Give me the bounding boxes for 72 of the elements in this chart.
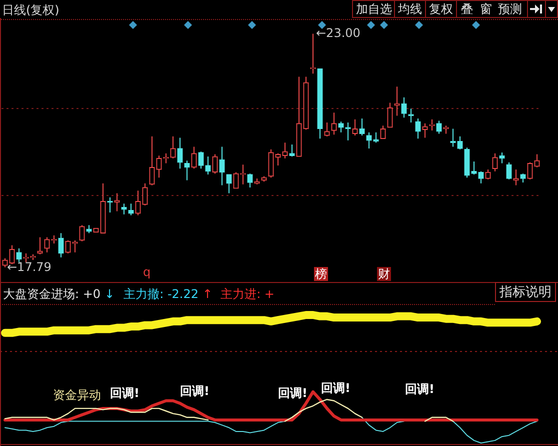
candlestick <box>205 156 211 175</box>
annotation: 回调! <box>405 382 434 396</box>
annotation: 榜 <box>314 267 328 281</box>
candlestick <box>198 151 204 170</box>
candlestick <box>149 136 155 186</box>
annotation: 回调! <box>180 384 210 398</box>
candlestick <box>506 162 512 180</box>
candlestick <box>352 118 358 136</box>
candlestick <box>44 236 50 253</box>
candlestick <box>359 118 365 136</box>
candlestick <box>457 136 463 150</box>
candlestick <box>331 112 337 136</box>
candlestick <box>394 86 400 116</box>
text: 主力进: + <box>220 287 274 301</box>
candlestick <box>170 136 176 159</box>
candlestick <box>534 154 540 168</box>
text: 加自选 <box>356 2 392 16</box>
text: 预测 <box>498 2 522 16</box>
candlestick <box>16 248 22 263</box>
candlestick <box>492 152 498 172</box>
candlestick <box>79 224 85 242</box>
candlestick <box>212 154 218 174</box>
candlestick <box>471 160 477 175</box>
annotation: 回调! <box>321 381 350 395</box>
text: 均线 <box>398 2 422 16</box>
text: 大盘资金进场: +0 <box>3 287 101 301</box>
candlestick <box>485 169 491 180</box>
candlestick <box>401 96 407 118</box>
text: 复权 <box>429 2 453 16</box>
candlestick <box>240 164 246 185</box>
candlestick <box>275 152 281 166</box>
candlestick <box>142 182 148 206</box>
candlestick <box>268 148 274 178</box>
annotation: ←17.79 <box>7 260 52 274</box>
candlestick <box>128 203 134 216</box>
candlestick <box>226 174 232 194</box>
candlestick <box>527 162 533 180</box>
candlestick <box>436 120 442 134</box>
candlestick <box>324 122 330 137</box>
annotation: 资金异动 <box>53 388 101 402</box>
text: 叠 <box>461 2 473 16</box>
candlestick <box>247 173 253 188</box>
chart-title: 日线(复权) <box>2 3 60 17</box>
candlestick <box>289 144 295 158</box>
annotation: q <box>143 265 151 279</box>
text: 指标说明 <box>495 282 556 302</box>
text: 主力撤: -2.22 <box>124 287 199 301</box>
candlestick <box>338 121 344 133</box>
annotation: 回调! <box>110 386 140 400</box>
candlestick <box>135 190 141 216</box>
candlestick <box>233 172 239 189</box>
annotation: ←23.00 <box>316 26 360 40</box>
candlestick <box>177 137 183 170</box>
candlestick <box>219 146 225 186</box>
candlestick <box>156 155 162 178</box>
candlestick <box>65 240 71 254</box>
text: 窗 <box>480 2 492 16</box>
candlestick <box>191 146 197 170</box>
annotation: 财 <box>377 267 391 281</box>
candlestick <box>478 170 484 184</box>
candlestick <box>380 125 386 140</box>
candlestick <box>387 102 393 128</box>
candlestick <box>282 142 288 159</box>
candlestick <box>366 132 372 149</box>
annotation: 回调! <box>278 386 308 400</box>
text: ↓ <box>104 287 115 301</box>
candlestick <box>450 128 456 148</box>
candlestick <box>184 160 190 181</box>
candlestick <box>415 118 421 140</box>
candlestick <box>422 122 428 138</box>
candlestick <box>58 232 64 258</box>
text: ↑ <box>202 287 213 301</box>
